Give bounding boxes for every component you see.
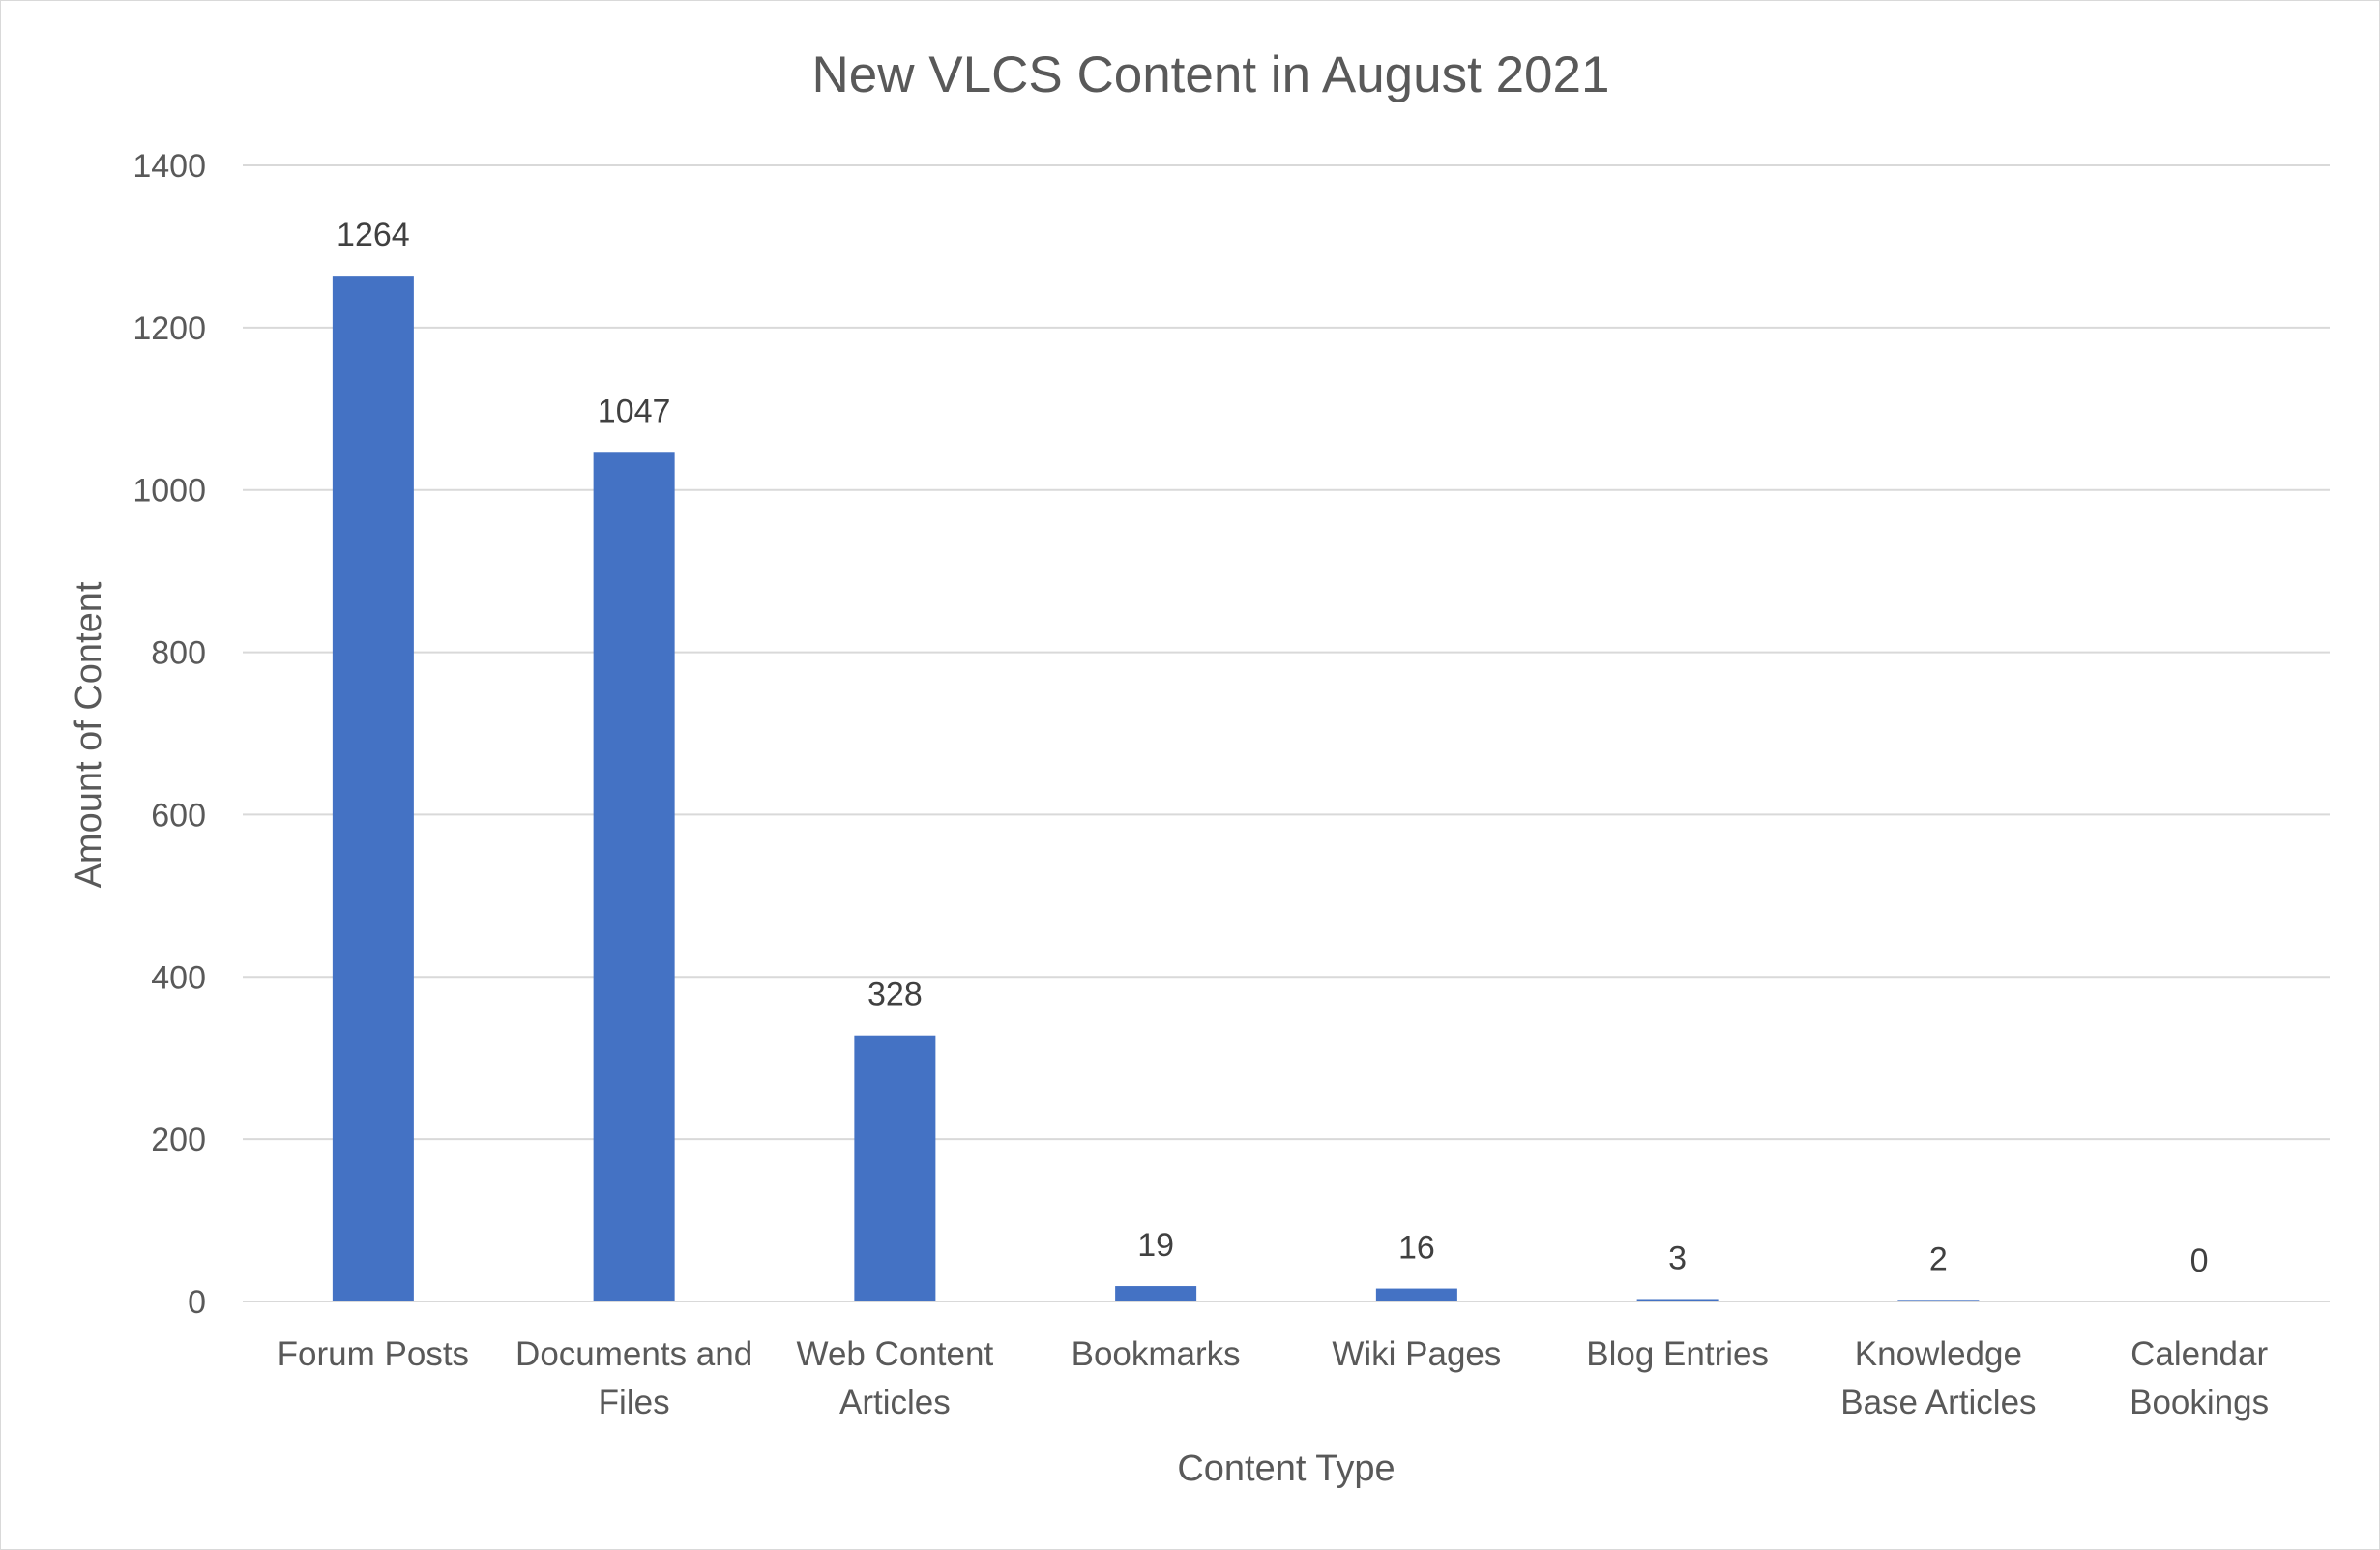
x-tick-label: Blog Entries <box>1586 1335 1769 1373</box>
x-tick-label: Web Content Articles <box>797 1335 994 1421</box>
data-label: 328 <box>867 977 923 1013</box>
y-tick-label: 1000 <box>132 473 206 510</box>
data-label: 2 <box>1929 1241 1948 1277</box>
bar <box>332 276 414 1302</box>
y-tick-label: 200 <box>151 1122 206 1158</box>
data-label: 1047 <box>598 393 671 429</box>
x-tick-label: Bookmarks <box>1072 1335 1241 1373</box>
x-tick-label: Documents and Files <box>515 1335 752 1421</box>
data-label: 16 <box>1398 1230 1435 1267</box>
y-axis-title: Amount of Content <box>69 581 109 888</box>
x-tick-label: Calendar Bookings <box>2130 1335 2269 1421</box>
bar <box>1897 1300 1980 1301</box>
bar <box>1375 1288 1457 1301</box>
y-tick-label: 1400 <box>132 148 206 185</box>
bar <box>1115 1286 1197 1301</box>
bar <box>593 452 675 1302</box>
bars <box>332 276 1980 1302</box>
y-tick-label: 0 <box>188 1284 206 1321</box>
x-tick-label: Wiki Pages <box>1332 1335 1501 1373</box>
x-tick-label: Forum Posts <box>278 1335 469 1373</box>
y-tick-label: 1200 <box>132 310 206 347</box>
data-label: 0 <box>2190 1243 2209 1279</box>
y-tick-label: 400 <box>151 959 206 996</box>
data-labels: 1264 1047 328 19 16 3 2 0 <box>337 217 2209 1279</box>
gridlines <box>243 164 2330 1302</box>
bar <box>854 1035 936 1301</box>
bar <box>1636 1299 1719 1301</box>
y-axis-ticks: 0 200 400 600 800 1000 1200 1400 <box>132 148 206 1321</box>
chart-title: New VLCS Content in August 2021 <box>812 46 1610 103</box>
x-axis-title: Content Type <box>1177 1448 1395 1489</box>
y-tick-label: 800 <box>151 635 206 672</box>
data-label: 3 <box>1668 1240 1687 1276</box>
x-axis-categories: Forum Posts Documents and Files Web Content… <box>278 1335 2269 1421</box>
x-tick-label: Knowledge Base Articles <box>1840 1335 2036 1421</box>
y-tick-label: 600 <box>151 797 206 833</box>
data-label: 1264 <box>337 217 410 253</box>
data-label: 19 <box>1137 1227 1174 1264</box>
